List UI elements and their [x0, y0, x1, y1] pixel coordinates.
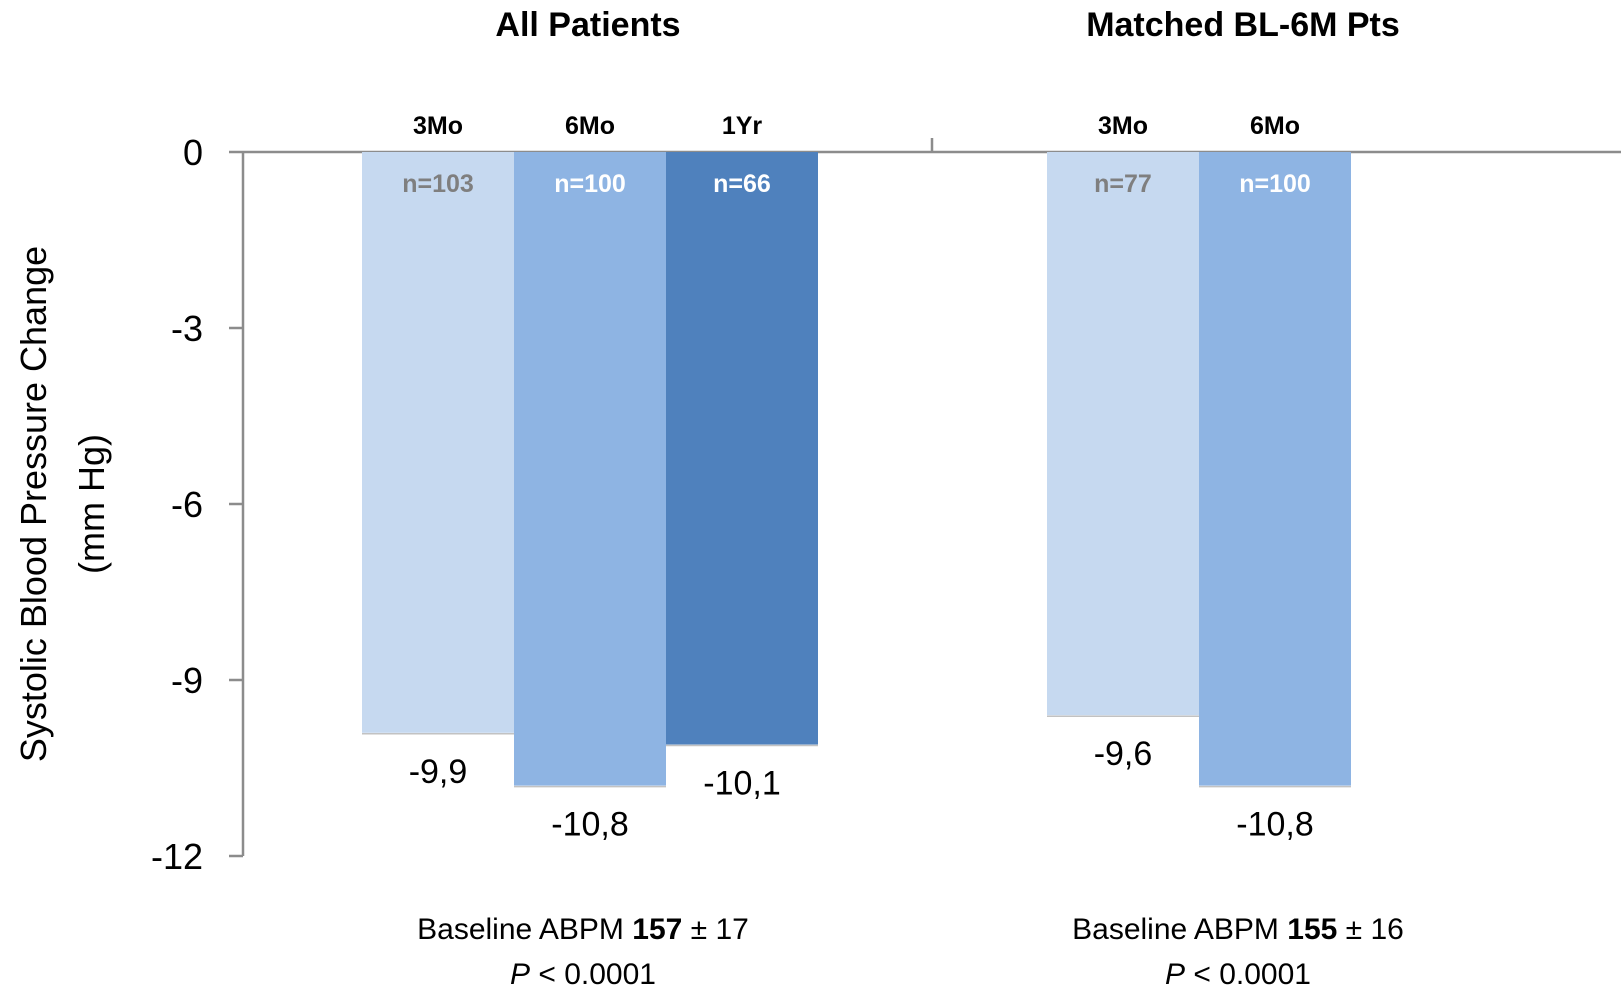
y-tick-label: 0	[183, 132, 203, 173]
value-label: -9,9	[409, 753, 468, 791]
value-label: -10,8	[1236, 806, 1314, 844]
p-value-note: P < 0.0001	[1165, 958, 1311, 991]
y-tick-label: -6	[171, 484, 203, 525]
y-axis-label-unit: (mm Hg)	[71, 434, 112, 574]
p-value: < 0.0001	[530, 958, 656, 991]
category-label: 6Mo	[1250, 112, 1300, 140]
panel-title: Matched BL-6M Pts	[1086, 6, 1400, 44]
bar	[666, 152, 818, 745]
baseline-suffix: ± 16	[1337, 913, 1404, 946]
baseline-value: 155	[1287, 913, 1337, 946]
y-axis-label: Systolic Blood Pressure Change	[13, 246, 54, 762]
n-label: n=100	[1239, 170, 1311, 198]
baseline-value: 157	[632, 913, 682, 946]
value-label: -10,1	[703, 765, 781, 803]
p-value-note: P < 0.0001	[510, 958, 656, 991]
baseline-suffix: ± 17	[682, 913, 749, 946]
category-label: 1Yr	[722, 112, 763, 140]
n-label: n=103	[402, 170, 474, 198]
category-label: 6Mo	[565, 112, 615, 140]
n-label: n=66	[713, 170, 771, 198]
baseline-note: Baseline ABPM 157 ± 17	[417, 913, 749, 946]
baseline-note: Baseline ABPM 155 ± 16	[1072, 913, 1404, 946]
bars	[362, 152, 1351, 788]
panel-title: All Patients	[495, 6, 680, 44]
bar	[362, 152, 514, 733]
bar	[1047, 152, 1199, 716]
n-label: n=77	[1094, 170, 1152, 198]
value-label: -10,8	[551, 806, 629, 844]
category-label: 3Mo	[413, 112, 463, 140]
y-tick-label: -9	[171, 660, 203, 701]
value-label: -9,6	[1094, 735, 1153, 773]
labels: 0 -3 -6 -9 -12 Systolic Blood Pressure Change…	[13, 6, 1404, 991]
bar	[1199, 152, 1351, 786]
bar	[514, 152, 666, 786]
category-label: 3Mo	[1098, 112, 1148, 140]
y-tick-label: -12	[151, 836, 203, 877]
y-tick-label: -3	[171, 308, 203, 349]
baseline-prefix: Baseline ABPM	[417, 913, 632, 946]
p-label: P	[1165, 958, 1185, 991]
p-label: P	[510, 958, 530, 991]
baseline-prefix: Baseline ABPM	[1072, 913, 1287, 946]
p-value: < 0.0001	[1185, 958, 1311, 991]
n-label: n=100	[554, 170, 626, 198]
